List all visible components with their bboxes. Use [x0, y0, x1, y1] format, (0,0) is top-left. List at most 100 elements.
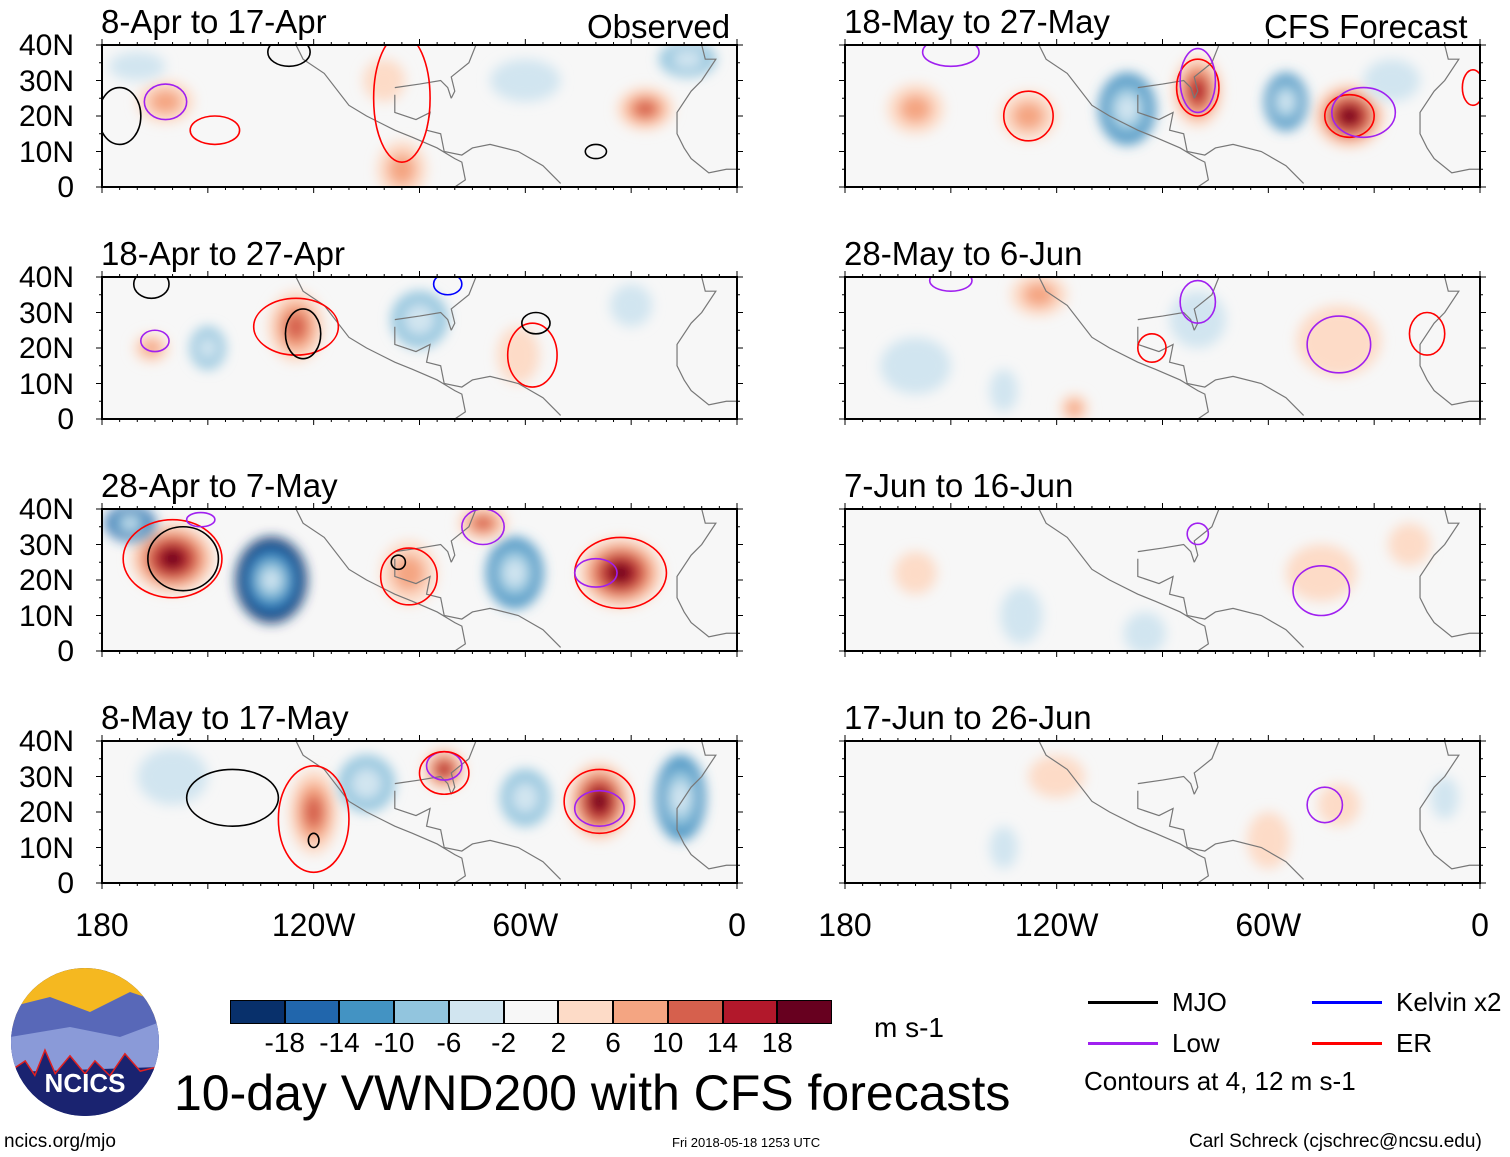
anomaly-blob — [659, 45, 716, 77]
contour-low — [461, 509, 505, 546]
legend-line-mjo — [1088, 1001, 1158, 1004]
anomaly-blob — [1285, 544, 1357, 602]
coastline — [394, 311, 452, 331]
coastline — [1419, 509, 1480, 638]
anomaly-blob — [137, 748, 208, 805]
coastline — [394, 775, 452, 795]
coastline — [394, 790, 562, 880]
coastline — [1193, 509, 1220, 563]
coastline — [676, 45, 737, 174]
contour-mjo — [521, 311, 551, 335]
anomaly-blob — [486, 537, 543, 609]
contour-mjo — [390, 554, 407, 571]
map-panel — [96, 735, 743, 889]
coastline — [1038, 741, 1210, 883]
colorbar-swatch — [230, 1000, 285, 1024]
coastline — [1419, 741, 1480, 870]
contour-er — [418, 750, 470, 796]
lat-tick-label: 10N — [18, 135, 74, 169]
colorbar-tick-label: -10 — [373, 1027, 415, 1058]
contour-er — [506, 322, 558, 388]
anomaly-blob — [989, 369, 1018, 412]
contour-er — [1461, 69, 1480, 107]
map-panel — [839, 503, 1486, 657]
anomaly-blob — [423, 748, 466, 791]
contour-note: Contours at 4, 12 m s-1 — [1084, 1066, 1356, 1096]
lat-tick-label: 0 — [57, 171, 74, 204]
contour-er — [372, 45, 431, 163]
panel-title: 18-Apr to 27-Apr — [101, 235, 345, 272]
lat-tick-label: 20N — [18, 332, 74, 365]
contour-mjo — [307, 832, 320, 849]
site-link[interactable]: ncics.org/mjo — [4, 1131, 116, 1152]
contour-low — [1179, 47, 1217, 114]
anomaly-blob — [288, 769, 339, 855]
anomaly-blob — [1247, 812, 1290, 869]
panel-title: 18-May to 27-May — [844, 3, 1110, 40]
lon-tick-label: 60W — [1235, 907, 1302, 943]
legend-label: ER — [1396, 1028, 1433, 1058]
contour-er — [252, 297, 340, 356]
figure-title: 10-day VWND200 with CFS forecasts — [174, 1065, 1011, 1121]
lat-tick-label: 40N — [18, 29, 74, 62]
coastline — [450, 277, 477, 331]
coastline — [1137, 326, 1305, 416]
contour-er — [563, 768, 636, 835]
contour-mjo — [132, 277, 170, 300]
anomaly-blob — [880, 337, 951, 395]
coastline — [1419, 277, 1480, 406]
contour-low — [921, 45, 980, 68]
anomaly-blob — [1060, 394, 1089, 419]
legend-label: Low — [1172, 1028, 1220, 1058]
logo-text: NCICS — [45, 1068, 126, 1098]
lat-tick-label: 10N — [18, 599, 74, 633]
anomaly-blob — [617, 87, 674, 131]
lat-tick-label: 10N — [18, 831, 74, 865]
coastline — [676, 277, 737, 406]
anomaly-blob — [1314, 84, 1385, 148]
coastline — [1193, 277, 1220, 331]
anomaly-blob — [887, 84, 944, 134]
anomaly-blob — [1123, 611, 1167, 651]
anomaly-blob — [190, 326, 226, 370]
colorbar-tick-label: -2 — [491, 1027, 517, 1058]
panel-title: 7-Jun to 16-Jun — [844, 467, 1074, 504]
anomaly-blob — [109, 52, 166, 81]
ncics-logo: NCICS — [11, 968, 159, 1116]
contour-er — [1408, 311, 1446, 356]
contour-low — [1186, 522, 1210, 546]
colorbar-swatch — [503, 1000, 559, 1024]
observed-label: Observed — [587, 8, 731, 45]
lat-tick-label: 0 — [57, 403, 74, 436]
coastline — [450, 45, 477, 99]
anomaly-blob — [1388, 523, 1431, 566]
anomaly-blob — [1000, 587, 1043, 644]
colorbar-tick-label: -6 — [436, 1027, 462, 1058]
panel-title: 28-May to 6-Jun — [844, 235, 1083, 272]
anomaly-blob — [490, 59, 561, 102]
anomaly-blob — [655, 755, 706, 841]
coastline — [394, 558, 562, 648]
contour-low — [185, 511, 216, 528]
colorbar-tick-label: 6 — [605, 1027, 621, 1058]
lon-tick-label: 120W — [1014, 907, 1099, 943]
contour-low — [140, 329, 170, 353]
contour-low — [1306, 315, 1372, 374]
legend-line-er — [1312, 1042, 1382, 1045]
forecast-label: CFS Forecast — [1264, 8, 1468, 45]
coastline — [1137, 79, 1195, 99]
map-panel — [96, 503, 743, 657]
lat-tick-label: 40N — [18, 493, 74, 526]
anomaly-blob — [338, 755, 395, 812]
anomaly-blob — [500, 769, 551, 827]
map-panel — [839, 39, 1486, 193]
panel-title: 8-May to 17-May — [101, 699, 349, 736]
coastline — [450, 509, 477, 563]
colorbar-swatch — [722, 1000, 778, 1024]
coastline — [394, 94, 562, 184]
contour-mjo — [267, 45, 311, 68]
anomaly-blob — [1430, 776, 1459, 820]
colorbar-tick-label: 2 — [550, 1027, 567, 1058]
contour-er — [1175, 58, 1220, 117]
